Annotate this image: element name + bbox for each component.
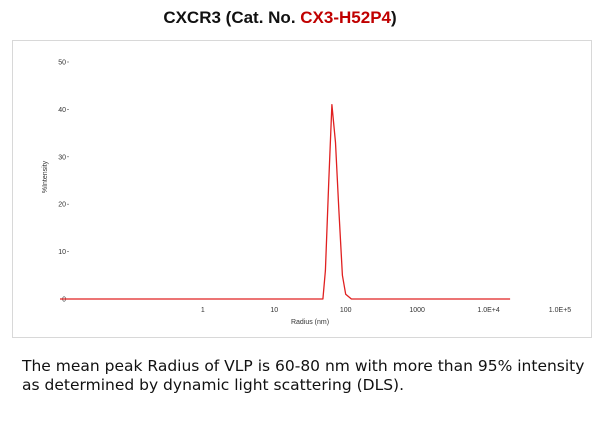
caption: The mean peak Radius of VLP is 60-80 nm … <box>22 357 585 394</box>
x-axis-ticks: 1 10 100 1000 1.0E+4 1.0E+5 <box>201 307 571 314</box>
x-tick-label: 1000 <box>409 307 425 314</box>
x-tick-label: 10 <box>270 307 278 314</box>
y-tick-label: 40 <box>58 107 66 114</box>
y-tick-label: 30 <box>58 154 66 161</box>
x-tick-label: 100 <box>340 307 352 314</box>
catalog-number: CX3-H52P4 <box>300 8 391 27</box>
x-tick-label: 1.0E+5 <box>549 307 571 314</box>
y-tick-label: 20 <box>58 202 66 209</box>
chart-frame <box>12 40 592 338</box>
title-suffix: ) <box>391 8 397 27</box>
x-tick-label: 1 <box>201 307 205 314</box>
title-prefix: CXCR3 (Cat. No. <box>163 8 301 27</box>
series-group <box>60 104 511 300</box>
y-tick-label: 50 <box>58 60 66 67</box>
x-axis-label: Radius (nm) <box>291 319 329 326</box>
y-tick-label: 0 <box>62 297 66 304</box>
chart-title: CXCR3 (Cat. No. CX3-H52P4) <box>0 8 560 28</box>
y-axis-label: %Intensity <box>42 160 49 193</box>
series-line <box>60 104 511 300</box>
x-tick-label: 1.0E+4 <box>477 307 499 314</box>
y-tick-label: 10 <box>58 249 66 256</box>
y-axis-ticks: 0 10 20 30 40 50 <box>58 60 69 304</box>
